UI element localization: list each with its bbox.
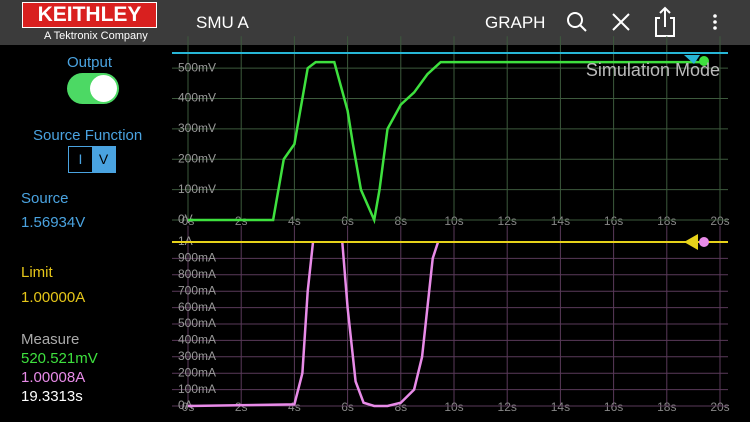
brand-logo: [22, 2, 157, 28]
current-cursor-dot[interactable]: [699, 237, 709, 247]
measure-current: 1.00008A: [21, 369, 86, 386]
voltage-x-tick-label: 6s: [341, 214, 354, 228]
current-cursor[interactable]: [684, 234, 698, 250]
source-function-label: Source Function: [33, 127, 143, 144]
voltage-y-tick-label: 300mV: [178, 121, 216, 135]
header-title: SMU A: [196, 13, 249, 32]
current-y-tick-label: 700mA: [178, 283, 216, 297]
watermark: Simulation Mode: [586, 60, 720, 80]
output-label: Output: [67, 54, 113, 71]
current-y-tick-label: 300mA: [178, 349, 216, 363]
current-x-tick-label: 20s: [710, 400, 729, 414]
current-y-tick-label: 600mA: [178, 300, 216, 314]
graph-button[interactable]: GRAPH: [485, 13, 546, 32]
voltage-trace: [188, 60, 707, 225]
current-x-tick-label: 10s: [444, 400, 463, 414]
current-y-tick-label: 200mA: [178, 365, 216, 379]
voltage-y-tick-label: 400mV: [178, 91, 216, 105]
current-x-tick-label: 2s: [235, 400, 248, 414]
source-value: 1.56934V: [21, 214, 86, 231]
current-y-tick-label: 500mA: [178, 316, 216, 330]
voltage-x-tick-label: 16s: [604, 214, 623, 228]
source-function-control: I V: [68, 146, 116, 173]
brand-tagline: A Tektronix Company: [44, 30, 148, 42]
voltage-y-tick-label: 200mV: [178, 151, 216, 165]
current-y-tick-label: 800mA: [178, 267, 216, 281]
voltage-x-tick-label: 10s: [444, 214, 463, 228]
current-y-tick-label: 100mA: [178, 382, 216, 396]
current-x-tick-label: 12s: [498, 400, 517, 414]
current-y-tick-label: 400mA: [178, 333, 216, 347]
voltage-x-tick-label: 12s: [498, 214, 517, 228]
current-x-tick-label: 18s: [657, 400, 676, 414]
limit-label: Limit: [21, 264, 53, 281]
search-icon[interactable]: [567, 12, 587, 32]
current-y-tick-label: 0A: [178, 398, 193, 412]
output-toggle[interactable]: [67, 73, 119, 104]
voltage-y-tick-label: 100mV: [178, 182, 216, 196]
source-label: Source: [21, 190, 69, 207]
voltage-x-tick-label: 18s: [657, 214, 676, 228]
current-x-tick-label: 6s: [341, 400, 354, 414]
header-icons: [567, 6, 717, 37]
current-y-tick-label: 900mA: [178, 251, 216, 265]
voltage-cursor[interactable]: [684, 55, 700, 64]
source-option-v[interactable]: V: [92, 147, 115, 172]
voltage-y-tick-label: 500mV: [178, 60, 216, 74]
limit-value: 1.00000A: [21, 289, 86, 306]
brand-text: KEITHLEY: [37, 3, 142, 26]
current-trace: [187, 241, 440, 408]
measure-label: Measure: [21, 331, 80, 348]
voltage-x-tick-label: 14s: [551, 214, 570, 228]
close-icon[interactable]: [612, 13, 630, 31]
measure-voltage: 520.521mV: [21, 350, 98, 367]
voltage-x-tick-label: 8s: [394, 214, 407, 228]
source-option-i[interactable]: I: [78, 151, 83, 167]
share-icon[interactable]: [655, 6, 675, 37]
voltage-y-tick-label: 0V: [178, 212, 193, 226]
current-x-tick-label: 0s: [182, 400, 195, 414]
current-x-tick-label: 14s: [551, 400, 570, 414]
voltage-x-tick-label: 4s: [288, 214, 301, 228]
current-x-tick-label: 16s: [604, 400, 623, 414]
voltage-x-tick-label: 20s: [710, 214, 729, 228]
voltage-cursor-dot[interactable]: [699, 56, 709, 66]
measure-time: 19.3313s: [21, 388, 83, 405]
menu-icon[interactable]: [713, 14, 717, 30]
